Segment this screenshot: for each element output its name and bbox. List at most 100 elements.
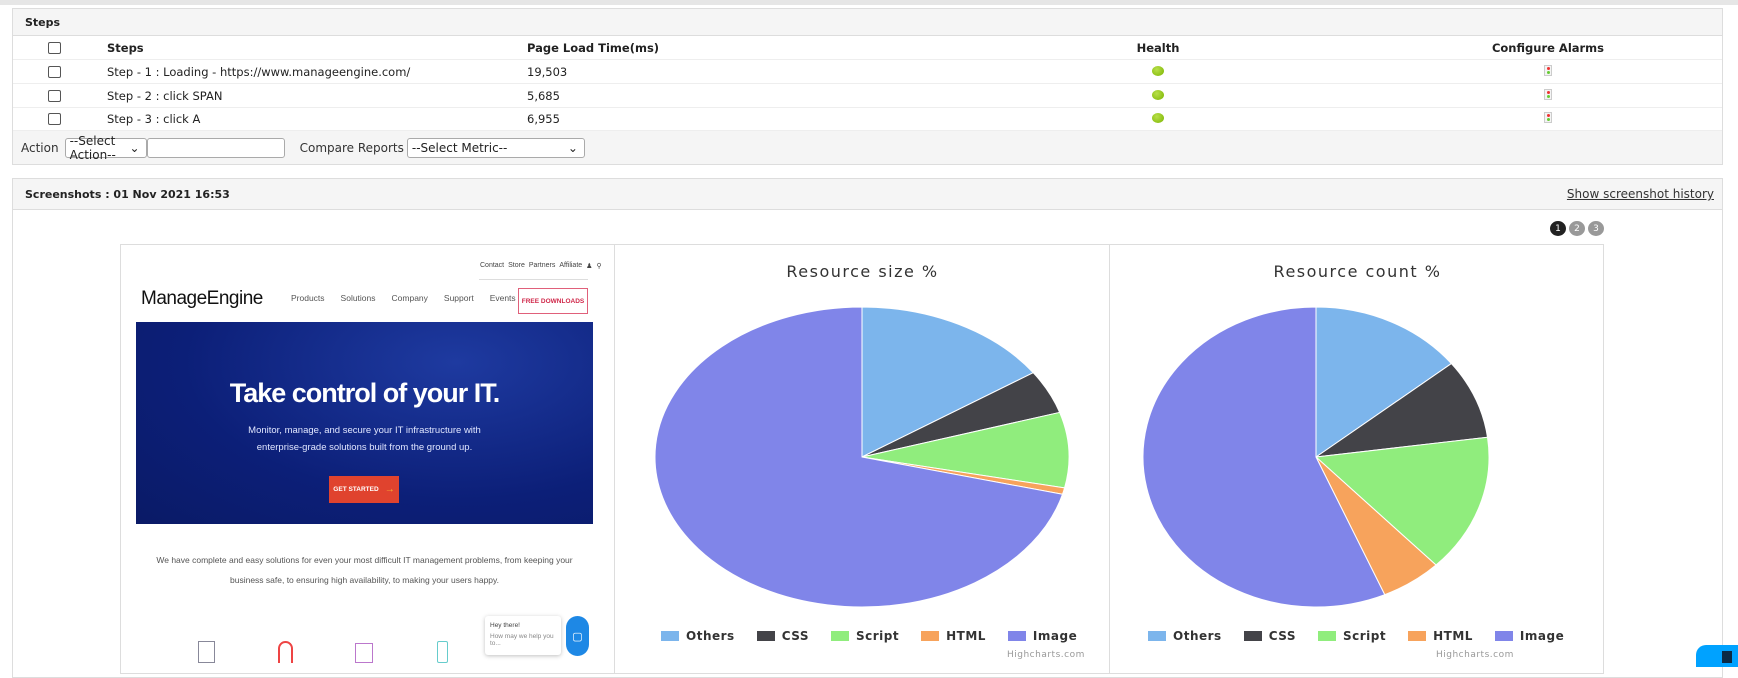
legend-item[interactable]: Script (830, 629, 899, 643)
col-configure-alarms: Configure Alarms (1491, 40, 1605, 55)
chat-text: How may we help you to... (490, 633, 554, 647)
site-link-contact: Contact (480, 262, 505, 269)
table-row: Step - 1 : Loading - https://www.managee… (13, 60, 1722, 84)
chat-widget-button[interactable] (1696, 645, 1738, 667)
pie-slice-script[interactable] (1314, 436, 1490, 566)
health-green-icon (1152, 112, 1164, 123)
legend-item[interactable]: HTML (1408, 629, 1473, 643)
show-screenshot-history-link[interactable]: Show screenshot history (1566, 187, 1714, 201)
laptop-icon (355, 643, 373, 663)
table-row: Step - 2 : click SPAN 5,685 (13, 84, 1722, 108)
site-chat-bubble: Hey there! How may we help you to... (485, 616, 561, 655)
compare-metric-select[interactable]: --Select Metric-- ⌄ (406, 137, 585, 158)
steps-actions-bar: Action --Select Action-- ⌄ Compare Report… (13, 131, 1722, 164)
step-name: Step - 2 : click SPAN (107, 88, 223, 103)
configure-alarm-icon[interactable] (1544, 64, 1552, 76)
col-load-time: Page Load Time(ms) (527, 40, 660, 55)
site-nav-item: Support (443, 293, 474, 303)
resource-size-chart (615, 244, 1110, 674)
arrow-right-icon: → (384, 484, 395, 495)
chevron-down-icon: ⌄ (567, 140, 578, 155)
legend-item[interactable]: Image (1007, 629, 1077, 643)
chat-icon (1722, 651, 1732, 663)
legend-item[interactable]: CSS (756, 629, 809, 643)
pie-slice-others[interactable] (861, 306, 1035, 458)
pie-slice-image[interactable] (1142, 306, 1386, 608)
compare-select-value: --Select Metric-- (411, 140, 508, 155)
pie-slice-css[interactable] (1315, 362, 1489, 458)
row-checkbox[interactable] (48, 112, 61, 125)
site-sub2: enterprise-grade solutions built from th… (256, 442, 473, 453)
site-get-started-label: GET STARTED (333, 486, 379, 493)
col-steps: Steps (107, 40, 144, 55)
site-nav-item: Events (489, 293, 516, 303)
site-nav-item: Products (291, 293, 325, 303)
site-nav: Products Solutions Company Support Event… (291, 293, 516, 303)
steps-panel-header: Steps (13, 9, 1722, 36)
top-divider (0, 0, 1738, 5)
site-link-affiliate: Affiliate (559, 262, 583, 269)
pie-slice-image[interactable] (654, 306, 1064, 608)
load-time: 6,955 (527, 111, 560, 126)
pie-slice-script[interactable] (861, 411, 1070, 489)
steps-panel-title: Steps (25, 15, 61, 29)
user-icon: ♟ (586, 263, 593, 270)
site-get-started: GET STARTED → (329, 476, 399, 503)
legend-item[interactable]: Image (1494, 629, 1564, 643)
page-3-button[interactable]: 3 (1588, 221, 1604, 236)
legend-item[interactable]: Script (1317, 629, 1386, 643)
chevron-down-icon: ⌄ (129, 140, 140, 155)
chat-icon: ▢ (566, 616, 589, 656)
steps-table-header: Steps Page Load Time(ms) Health Configur… (13, 36, 1722, 60)
screenshot-pagination: 1 2 3 (1550, 221, 1604, 236)
resource-size-pie (654, 306, 1070, 608)
select-all-checkbox[interactable] (48, 41, 61, 54)
load-time: 19,503 (527, 64, 568, 79)
resource-count-pie (1142, 306, 1490, 608)
chat-title: Hey there! (490, 622, 520, 629)
configure-alarm-icon[interactable] (1544, 111, 1552, 123)
step-name: Step - 1 : Loading - https://www.managee… (107, 64, 411, 79)
legend-item[interactable]: CSS (1243, 629, 1296, 643)
screenshots-panel-header: Screenshots : 01 Nov 2021 16:53 Show scr… (13, 179, 1722, 210)
headset-icon (278, 641, 293, 663)
chart-legend: Others CSS Script HTML Image (1148, 629, 1564, 643)
legend-item[interactable]: HTML (921, 629, 986, 643)
site-nav-item: Company (391, 293, 428, 303)
action-select-value: --Select Action-- (69, 133, 116, 162)
page-2-button[interactable]: 2 (1569, 221, 1585, 236)
highcharts-credit[interactable]: Highcharts.com (1007, 650, 1085, 660)
row-checkbox[interactable] (48, 89, 61, 102)
col-health: Health (1136, 40, 1180, 55)
website-screenshot[interactable] (120, 244, 615, 674)
health-green-icon (1152, 89, 1164, 100)
site-para1: We have complete and easy solutions for … (156, 555, 573, 565)
step-name: Step - 3 : click A (107, 111, 201, 126)
page-1-button[interactable]: 1 (1550, 221, 1566, 236)
action-select[interactable]: --Select Action-- ⌄ (64, 134, 147, 162)
action-label: Action (21, 140, 59, 155)
site-link-partners: Partners (528, 262, 556, 269)
chart-title: Resource count % (1273, 262, 1442, 281)
screenshots-title: Screenshots : 01 Nov 2021 16:53 (25, 187, 230, 201)
configure-alarm-icon[interactable] (1544, 88, 1552, 100)
site-divider (479, 279, 588, 280)
row-checkbox[interactable] (48, 65, 61, 78)
highcharts-credit[interactable]: Highcharts.com (1436, 650, 1514, 660)
site-nav-item: Solutions (340, 293, 376, 303)
site-headline: Take control of your IT. (229, 378, 501, 408)
chart-title: Resource size % (786, 262, 939, 281)
legend-item[interactable]: Others (1148, 629, 1222, 643)
action-select-box-spacer (146, 137, 285, 158)
site-top-links: Contact Store Partners Affiliate ♟ ⚲ (480, 262, 602, 270)
manageengine-logo: ManageEngine (141, 288, 263, 309)
site-sub1: Monitor, manage, and secure your IT infr… (248, 425, 481, 436)
site-para2: business safe, to ensuring high availabi… (230, 575, 499, 585)
health-green-icon (1152, 65, 1164, 76)
search-icon: ⚲ (596, 263, 602, 270)
compare-reports-label: Compare Reports (299, 140, 404, 155)
mobile-icon (437, 641, 448, 663)
legend-item[interactable]: Others (661, 629, 735, 643)
pie-slice-others[interactable] (1315, 306, 1453, 458)
chart-legend: Others CSS Script HTML Image (661, 629, 1077, 643)
